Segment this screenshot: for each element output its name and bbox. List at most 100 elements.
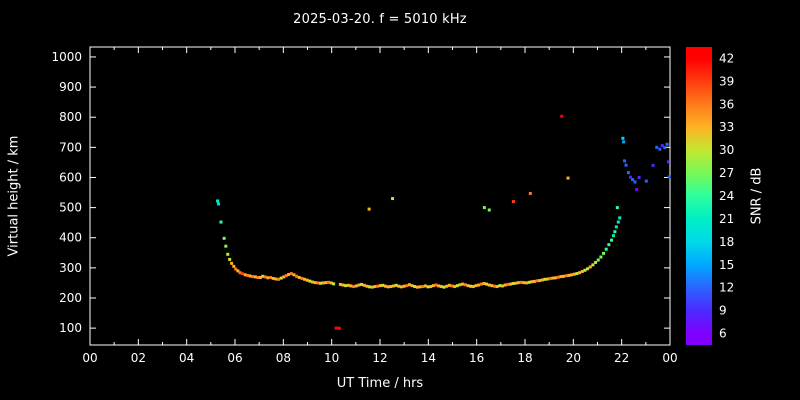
- y-tick-label: 800: [59, 110, 82, 124]
- data-point: [583, 268, 587, 272]
- data-point: [635, 188, 639, 192]
- data-point: [532, 279, 536, 283]
- y-tick-label: 100: [59, 321, 82, 335]
- data-point: [287, 272, 291, 276]
- data-point: [575, 272, 579, 276]
- data-point: [616, 220, 620, 224]
- data-point: [357, 283, 361, 287]
- data-point: [274, 277, 278, 281]
- data-point: [292, 273, 296, 277]
- data-point: [538, 279, 542, 283]
- colorbar-tick-label: 39: [719, 74, 734, 88]
- data-point: [338, 282, 342, 286]
- data-point: [548, 276, 552, 280]
- data-point: [527, 280, 531, 284]
- data-point: [485, 282, 489, 286]
- data-point: [471, 285, 475, 289]
- data-point: [506, 282, 510, 286]
- colorbar-tick-label: 21: [719, 212, 734, 226]
- data-point: [341, 283, 345, 287]
- data-point: [509, 282, 512, 286]
- data-point: [578, 271, 582, 275]
- data-point: [344, 284, 348, 288]
- data-point: [651, 163, 655, 167]
- data-point: [381, 283, 385, 287]
- data-point: [349, 284, 353, 288]
- data-point: [623, 159, 627, 163]
- data-point: [633, 180, 637, 184]
- data-point: [447, 283, 451, 287]
- data-point: [554, 276, 558, 280]
- y-tick-label: 300: [59, 261, 82, 275]
- data-point: [631, 178, 635, 182]
- y-tick-label: 1000: [51, 50, 82, 64]
- data-point: [524, 281, 528, 285]
- data-point: [402, 284, 406, 288]
- data-point: [327, 280, 331, 284]
- data-point: [453, 285, 457, 289]
- data-point: [458, 283, 462, 287]
- data-point: [308, 279, 312, 283]
- colorbar-tick-label: 24: [719, 189, 734, 203]
- data-point: [511, 282, 515, 286]
- data-point: [234, 267, 238, 271]
- data-point: [570, 273, 574, 277]
- data-point: [567, 273, 571, 277]
- data-point: [352, 285, 356, 289]
- data-point: [572, 272, 576, 276]
- data-point: [463, 283, 467, 287]
- data-point: [495, 285, 499, 289]
- data-point: [482, 206, 486, 210]
- data-point: [514, 281, 518, 285]
- data-point: [386, 285, 390, 289]
- data-point: [528, 191, 532, 195]
- data-point: [434, 283, 438, 287]
- data-point: [254, 275, 258, 279]
- data-point: [321, 281, 325, 285]
- data-point: [450, 284, 454, 288]
- y-tick-label: 700: [59, 140, 82, 154]
- data-point: [277, 277, 280, 281]
- data-point: [551, 276, 555, 280]
- x-tick-label: 18: [517, 351, 532, 365]
- y-tick-label: 400: [59, 231, 82, 245]
- data-point: [224, 244, 228, 248]
- data-point: [559, 275, 563, 279]
- data-point: [660, 144, 664, 148]
- x-tick-label: 08: [276, 351, 291, 365]
- data-point: [556, 275, 560, 279]
- data-point: [439, 285, 443, 289]
- data-point: [546, 277, 550, 281]
- data-point: [540, 278, 544, 282]
- y-tick-label: 200: [59, 291, 82, 305]
- data-point: [217, 202, 221, 206]
- data-point: [610, 238, 614, 242]
- colorbar-tick-label: 33: [719, 120, 734, 134]
- data-point: [667, 175, 671, 179]
- data-point: [442, 285, 446, 289]
- data-point: [624, 163, 628, 167]
- x-tick-label: 10: [324, 351, 339, 365]
- data-point: [503, 283, 507, 287]
- data-point: [615, 206, 619, 210]
- data-point: [354, 284, 358, 288]
- y-tick-label: 500: [59, 201, 82, 215]
- data-point: [423, 284, 427, 288]
- colorbar-tick-label: 27: [719, 166, 734, 180]
- colorbar-tick-label: 12: [719, 281, 734, 295]
- data-point: [421, 285, 425, 289]
- y-tick-label: 600: [59, 170, 82, 184]
- data-point: [501, 284, 505, 288]
- data-point: [490, 284, 494, 288]
- data-point: [368, 285, 372, 289]
- data-point: [376, 284, 380, 288]
- data-point: [637, 175, 641, 179]
- data-point: [243, 273, 247, 277]
- data-point: [222, 236, 226, 240]
- x-tick-label: 06: [227, 351, 242, 365]
- data-point: [535, 279, 539, 283]
- data-point: [313, 281, 317, 285]
- data-point: [665, 142, 669, 146]
- data-point: [626, 171, 630, 175]
- data-point: [384, 284, 388, 288]
